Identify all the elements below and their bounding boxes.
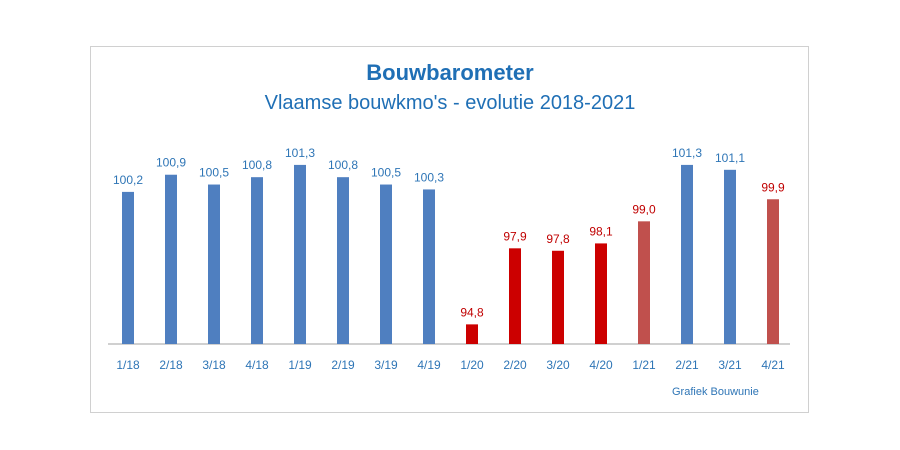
bar-1-19 [294, 164, 306, 344]
x-tick-label: 3/21 [718, 358, 742, 372]
chart-credit: Grafiek Bouwunie [672, 386, 759, 398]
data-label: 97,9 [503, 229, 527, 243]
bar-1-21 [638, 221, 650, 344]
bar-3-18 [208, 184, 220, 344]
x-tick-label: 4/21 [761, 358, 785, 372]
data-label: 100,9 [156, 156, 186, 170]
bar-4-21 [767, 199, 779, 344]
bar-1-20 [466, 324, 478, 344]
x-tick-label: 2/21 [675, 358, 699, 372]
x-tick-label: 2/19 [331, 358, 355, 372]
bar-3-19 [380, 184, 392, 344]
data-label: 101,3 [285, 146, 315, 160]
bar-2-18 [165, 174, 177, 344]
chart-title: Bouwbarometer [366, 60, 534, 85]
data-label: 101,3 [672, 146, 702, 160]
data-label: 100,3 [414, 170, 444, 184]
bar-2-19 [337, 177, 349, 344]
bar-4-18 [251, 177, 263, 344]
x-tick-label: 4/20 [589, 358, 613, 372]
chart-subtitle: Vlaamse bouwkmo's - evolutie 2018-2021 [264, 92, 636, 114]
x-tick-label: 2/20 [503, 358, 527, 372]
x-tick-label: 1/19 [288, 358, 312, 372]
bar-4-20 [595, 243, 607, 344]
x-tick-label: 4/19 [417, 358, 441, 372]
data-label: 99,9 [761, 180, 785, 194]
data-label: 99,0 [632, 202, 656, 216]
data-label: 100,8 [328, 158, 358, 172]
x-tick-label: 3/20 [546, 358, 570, 372]
bar-2-21 [681, 164, 693, 344]
x-tick-label: 1/18 [116, 358, 140, 372]
x-tick-label: 1/21 [632, 358, 656, 372]
x-tick-label: 1/20 [460, 358, 484, 372]
data-label: 100,5 [371, 166, 401, 180]
data-label: 100,2 [113, 173, 143, 187]
data-label: 100,5 [199, 166, 229, 180]
x-tick-label: 4/18 [245, 358, 269, 372]
data-label: 98,1 [589, 224, 613, 238]
bar-4-19 [423, 189, 435, 344]
bar-3-21 [724, 169, 736, 344]
bar-2-20 [509, 248, 521, 344]
bar-3-20 [552, 250, 564, 344]
x-tick-label: 2/18 [159, 358, 183, 372]
data-label: 94,8 [460, 305, 484, 319]
x-tick-label: 3/19 [374, 358, 398, 372]
data-label: 101,1 [715, 151, 745, 165]
data-label: 100,8 [242, 158, 272, 172]
x-tick-label: 3/18 [202, 358, 226, 372]
bar-1-18 [122, 191, 134, 344]
data-label: 97,8 [546, 232, 570, 246]
